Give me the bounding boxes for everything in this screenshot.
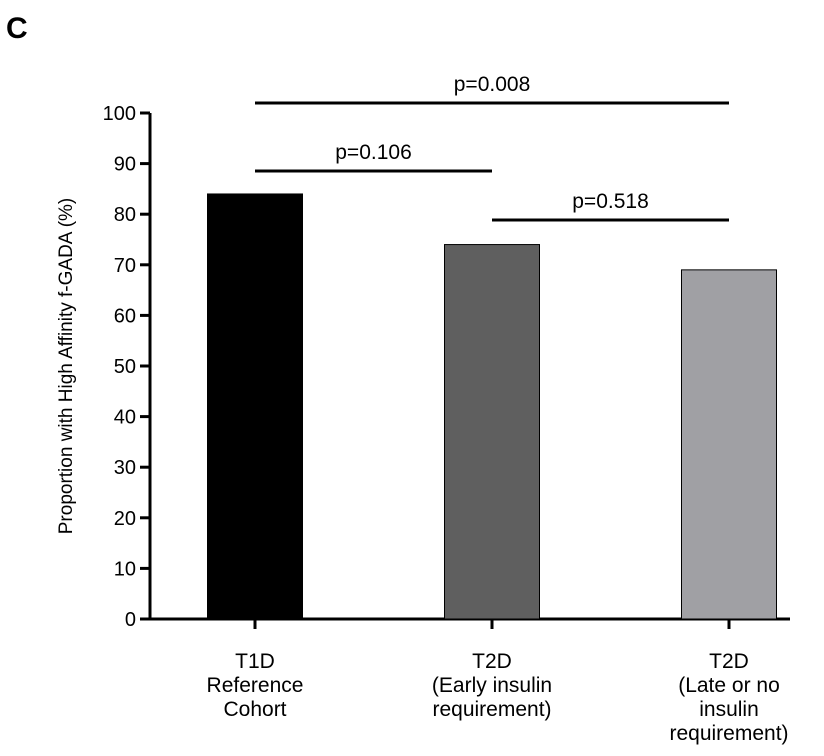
bars <box>207 193 777 620</box>
y-tick-label: 40 <box>114 407 136 429</box>
bar <box>444 244 540 620</box>
category-label: T1D Reference Cohort <box>207 650 304 721</box>
y-tick-label: 100 <box>103 103 136 125</box>
y-axis-label: Proportion with High Affinity f-GADA (%) <box>56 198 77 535</box>
y-tick-label: 20 <box>114 508 136 530</box>
category-label: T2D (Late or no insulin requirement) <box>669 650 788 745</box>
y-tick-label: 0 <box>125 609 136 631</box>
category-labels: T1D Reference Cohort T2D (Early insulin requi… <box>207 650 789 745</box>
y-tick-label: 70 <box>114 255 136 277</box>
y-tick-label: 80 <box>114 204 136 226</box>
bar <box>681 269 777 620</box>
significance-brackets: p=0.008 p=0.106 p=0.518 <box>255 73 729 222</box>
y-tick-label: 90 <box>114 154 136 176</box>
y-tick-label: 50 <box>114 356 136 378</box>
p-value-label: p=0.106 <box>335 141 412 164</box>
y-tick-label: 30 <box>114 457 136 479</box>
y-tick-label: 10 <box>114 558 136 580</box>
category-label: T2D (Early insulin requirement) <box>432 650 552 721</box>
bar <box>207 193 303 620</box>
panel-label: C <box>6 12 28 45</box>
p-value-label: p=0.518 <box>572 190 649 213</box>
p-value-label: p=0.008 <box>454 73 531 96</box>
y-tick-label: 60 <box>114 305 136 327</box>
